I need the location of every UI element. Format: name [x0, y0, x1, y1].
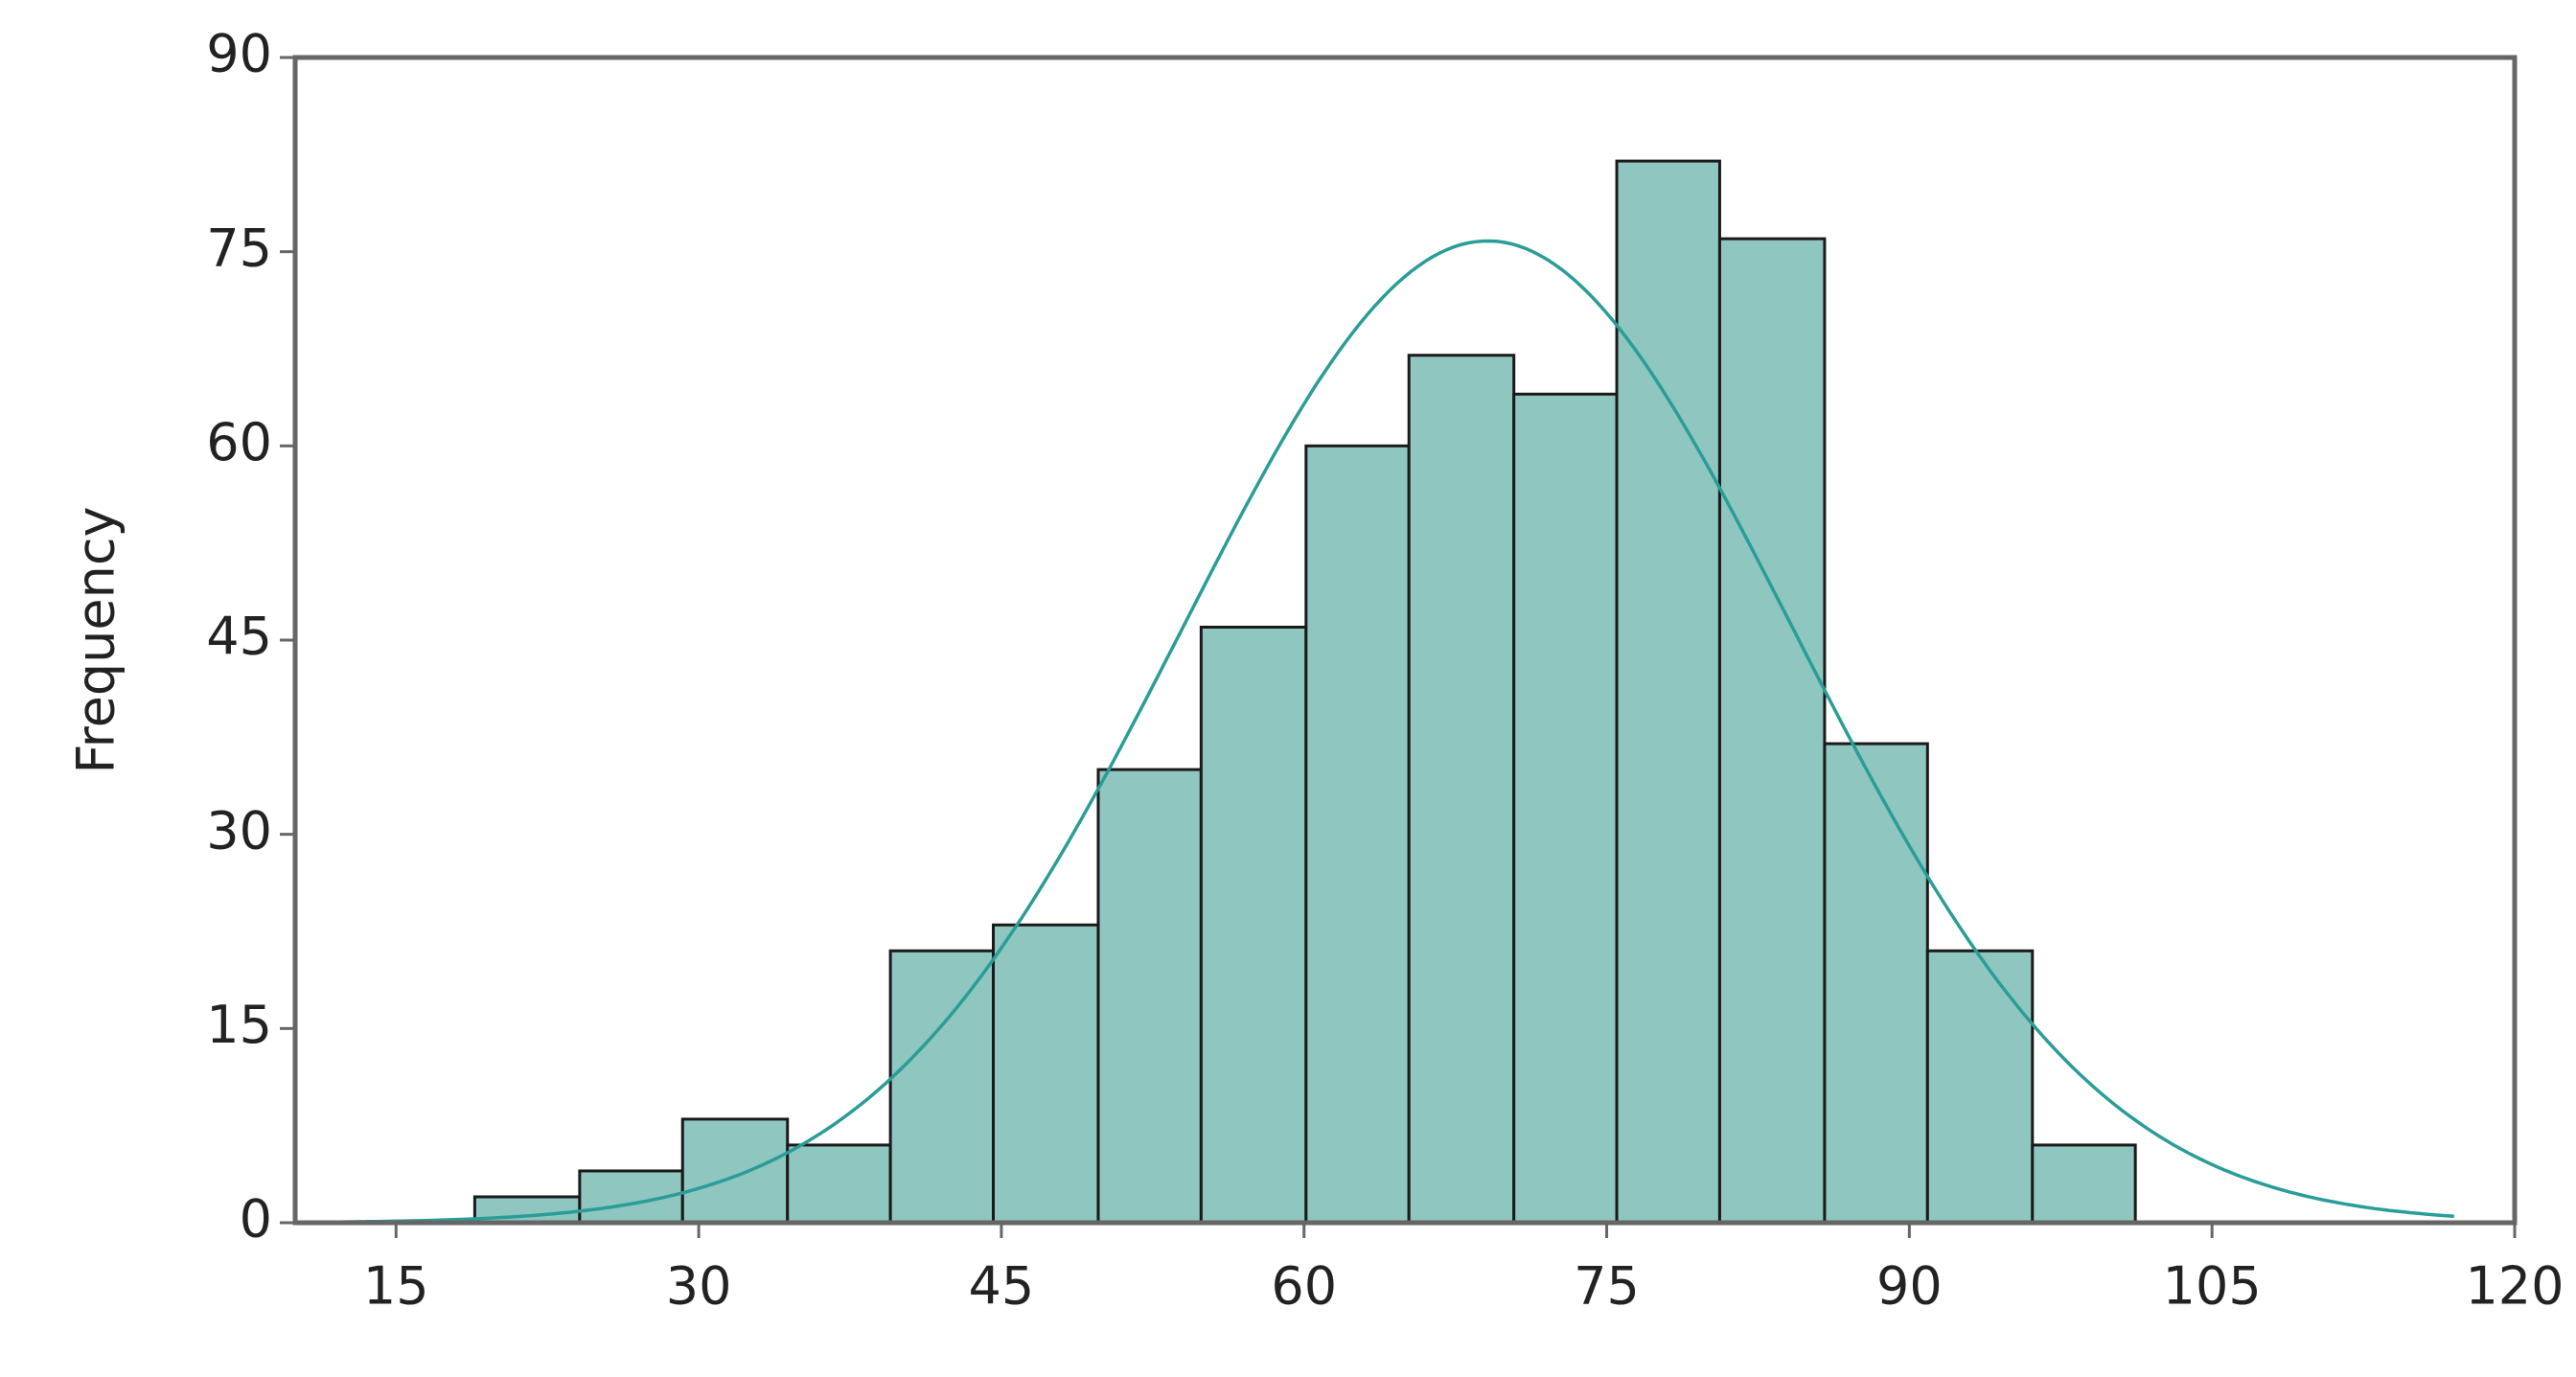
x-tick-label: 60: [1271, 1256, 1337, 1317]
plot-frame: [292, 55, 2518, 1226]
bar: [1717, 237, 1827, 1225]
y-tick-label: 90: [206, 24, 272, 84]
bar: [680, 1117, 790, 1225]
y-axis-label: Frequency: [66, 507, 126, 774]
bar: [991, 923, 1100, 1225]
bar: [1512, 392, 1619, 1225]
y-tick-label: 30: [206, 800, 272, 861]
bar: [1199, 625, 1308, 1225]
x-tick-label: 90: [1876, 1256, 1943, 1317]
y-tick-label: 45: [206, 607, 272, 667]
x-tick-label: 30: [666, 1256, 732, 1317]
bar: [1615, 159, 1721, 1225]
x-tick-label: 75: [1574, 1256, 1640, 1317]
bar: [1096, 768, 1203, 1225]
y-tick-label: 60: [206, 412, 272, 472]
bar: [786, 1143, 892, 1225]
bar: [1925, 949, 2035, 1225]
x-tick-label: 15: [363, 1256, 429, 1317]
normal-curve: [295, 239, 2454, 1225]
bar: [1407, 354, 1516, 1225]
y-tick-label: 0: [240, 1189, 272, 1250]
x-tick-label: 105: [2163, 1256, 2262, 1317]
y-tick-label: 15: [206, 995, 272, 1055]
bar: [2031, 1143, 2137, 1225]
y-tick-label: 75: [206, 218, 272, 278]
x-tick-label: 120: [2465, 1256, 2564, 1317]
bar: [1304, 444, 1411, 1225]
x-tick-label: 45: [969, 1256, 1035, 1317]
bar: [888, 949, 995, 1225]
bar: [1823, 742, 1929, 1225]
